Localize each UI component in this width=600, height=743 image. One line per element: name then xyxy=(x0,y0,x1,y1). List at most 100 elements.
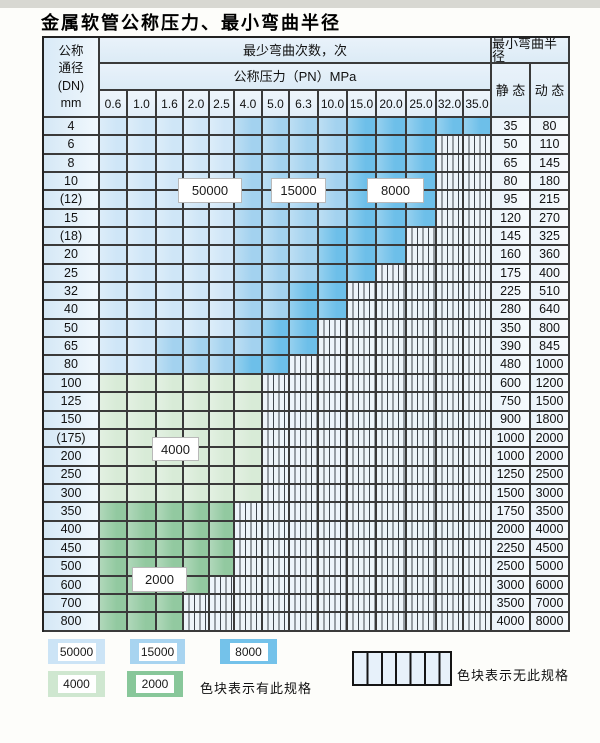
no-spec-cell xyxy=(319,558,348,577)
spec-cell-8000 xyxy=(348,118,377,137)
no-spec-cell xyxy=(377,576,407,595)
no-spec-cell xyxy=(348,558,377,577)
no-spec-cell xyxy=(407,411,437,430)
spec-cell-50000 xyxy=(100,246,128,265)
no-spec-cell xyxy=(437,136,464,155)
spec-cell-15000 xyxy=(235,154,263,174)
spec-cell-4000 xyxy=(157,393,184,412)
no-spec-cell xyxy=(348,356,377,375)
static-radius-cell: 145 xyxy=(492,228,531,247)
no-spec-cell xyxy=(319,374,348,394)
no-spec-cell xyxy=(235,594,263,614)
no-spec-cell xyxy=(437,283,464,302)
spec-cell-15000 xyxy=(263,228,290,247)
static-radius-cell: 600 xyxy=(492,374,531,394)
spec-cell-8000 xyxy=(348,136,377,155)
no-spec-cell xyxy=(319,521,348,540)
static-radius-cell: 390 xyxy=(492,338,531,357)
no-spec-cell xyxy=(184,613,210,632)
static-radius-cell: 95 xyxy=(492,191,531,210)
spec-cell-4000 xyxy=(100,393,128,412)
no-spec-cell xyxy=(407,429,437,449)
spec-cell-4000 xyxy=(157,374,184,394)
no-spec-cell xyxy=(464,191,492,210)
spec-cell-2000 xyxy=(128,521,157,540)
no-spec-cell xyxy=(263,429,290,449)
dynamic-radius-cell: 1500 xyxy=(531,393,570,412)
spec-cell-50000 xyxy=(210,301,235,320)
no-spec-cell xyxy=(210,576,235,595)
spec-cell-2000 xyxy=(100,539,128,559)
static-radius-cell: 1750 xyxy=(492,503,531,522)
spec-cell-8000 xyxy=(407,209,437,229)
spec-cell-2000 xyxy=(157,594,184,614)
dn-cell: 450 xyxy=(44,539,100,559)
pressure-bend-table: 公称 通径 (DN) mm 最少弯曲次数，次 最小弯曲半径 公称压力（PN）MPa 静… xyxy=(42,36,570,632)
no-spec-cell xyxy=(377,539,407,559)
dn-header-line: mm xyxy=(60,96,82,110)
no-spec-cell xyxy=(377,448,407,467)
legend-no-spec-swatch xyxy=(352,651,452,686)
no-spec-cell xyxy=(464,484,492,504)
spec-cell-50000 xyxy=(157,173,184,192)
no-spec-cell xyxy=(437,539,464,559)
region-label-15000: 15000 xyxy=(271,178,326,203)
no-spec-cell xyxy=(437,228,464,247)
legend-chip-8000: 8000 xyxy=(220,639,277,664)
dn-cell: 6 xyxy=(44,136,100,155)
spec-cell-15000 xyxy=(290,228,319,247)
dn-cell: (18) xyxy=(44,228,100,247)
legend-chip-4000-label: 4000 xyxy=(57,675,96,693)
pressure-column-header: 20.0 xyxy=(377,91,407,118)
spec-cell-4000 xyxy=(128,374,157,394)
spec-cell-50000 xyxy=(128,228,157,247)
spec-cell-8000 xyxy=(437,118,464,137)
spec-cell-15000 xyxy=(263,246,290,265)
spec-cell-50000 xyxy=(184,154,210,174)
no-spec-cell xyxy=(319,411,348,430)
no-spec-cell xyxy=(235,521,263,540)
no-spec-cell xyxy=(407,301,437,320)
spec-cell-4000 xyxy=(210,466,235,485)
no-spec-cell xyxy=(210,594,235,614)
no-spec-cell xyxy=(348,393,377,412)
no-spec-cell xyxy=(464,228,492,247)
no-spec-cell xyxy=(290,503,319,522)
spec-cell-8000 xyxy=(319,246,348,265)
spec-cell-50000 xyxy=(128,118,157,137)
no-spec-cell xyxy=(407,228,437,247)
dynamic-radius-cell: 640 xyxy=(531,301,570,320)
spec-cell-8000 xyxy=(348,228,377,247)
no-spec-cell xyxy=(377,429,407,449)
no-spec-cell xyxy=(319,466,348,485)
spec-cell-50000 xyxy=(100,301,128,320)
pressure-header: 公称压力（PN）MPa xyxy=(100,64,492,91)
no-spec-cell xyxy=(184,594,210,614)
dynamic-radius-cell: 7000 xyxy=(531,594,570,614)
dynamic-radius-cell: 1000 xyxy=(531,356,570,375)
spec-cell-8000 xyxy=(263,356,290,375)
spec-cell-50000 xyxy=(128,191,157,210)
pressure-column-header: 0.6 xyxy=(100,91,128,118)
spec-cell-2000 xyxy=(184,539,210,559)
spec-cell-4000 xyxy=(184,393,210,412)
dn-cell: 25 xyxy=(44,264,100,284)
spec-cell-50000 xyxy=(157,319,184,339)
spec-cell-15000 xyxy=(210,356,235,375)
spec-cell-15000 xyxy=(263,264,290,284)
spec-cell-8000 xyxy=(377,246,407,265)
spec-cell-50000 xyxy=(184,136,210,155)
spec-cell-15000 xyxy=(319,209,348,229)
legend-chip-15000-label: 15000 xyxy=(138,642,177,661)
static-radius-cell: 2250 xyxy=(492,539,531,559)
no-spec-cell xyxy=(377,503,407,522)
spec-cell-15000 xyxy=(263,301,290,320)
page-top-strip xyxy=(0,0,600,8)
pressure-column-header: 6.3 xyxy=(290,91,319,118)
no-spec-cell xyxy=(290,411,319,430)
spec-cell-8000 xyxy=(377,136,407,155)
spec-cell-8000 xyxy=(377,228,407,247)
no-spec-cell xyxy=(263,558,290,577)
spec-cell-50000 xyxy=(184,228,210,247)
static-radius-cell: 3500 xyxy=(492,594,531,614)
